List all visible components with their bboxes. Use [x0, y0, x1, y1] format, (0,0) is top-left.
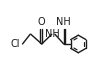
- Text: NH: NH: [45, 29, 60, 39]
- Text: NH: NH: [56, 17, 71, 27]
- Text: O: O: [38, 17, 46, 27]
- Text: Cl: Cl: [10, 39, 20, 49]
